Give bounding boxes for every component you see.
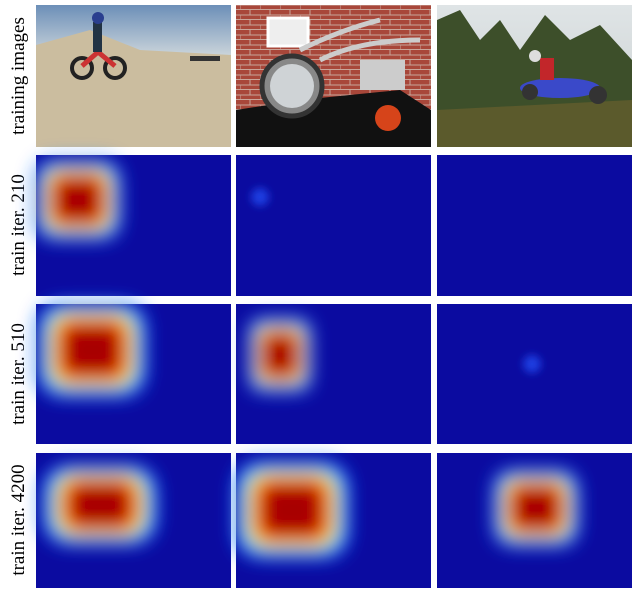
heatmap-panel [437, 155, 632, 296]
faint-spot [251, 188, 269, 206]
activation-blob [492, 468, 580, 548]
activation-blob [248, 317, 312, 393]
blob-layer [70, 484, 130, 526]
activation-blob [34, 159, 122, 241]
activation-blob [36, 302, 148, 398]
photo-jump [437, 5, 632, 147]
row-label: train iter. 510 [8, 323, 29, 425]
heatmap-panel [236, 155, 431, 296]
blob-layer [263, 335, 297, 375]
blob-layer [63, 325, 121, 375]
photo-motorcycle [236, 5, 431, 147]
activation-blob [42, 464, 158, 546]
heatmap-panel [437, 304, 632, 444]
row-label: training images [8, 17, 29, 135]
activation-blob [234, 460, 350, 560]
row-label: train iter. 4200 [8, 464, 29, 575]
faint-spot [523, 355, 541, 373]
blob-layer [55, 179, 101, 221]
blob-layer [262, 484, 322, 536]
blob-layer [513, 487, 559, 529]
photo-desert [36, 5, 231, 147]
row-label: train iter. 210 [8, 174, 29, 276]
